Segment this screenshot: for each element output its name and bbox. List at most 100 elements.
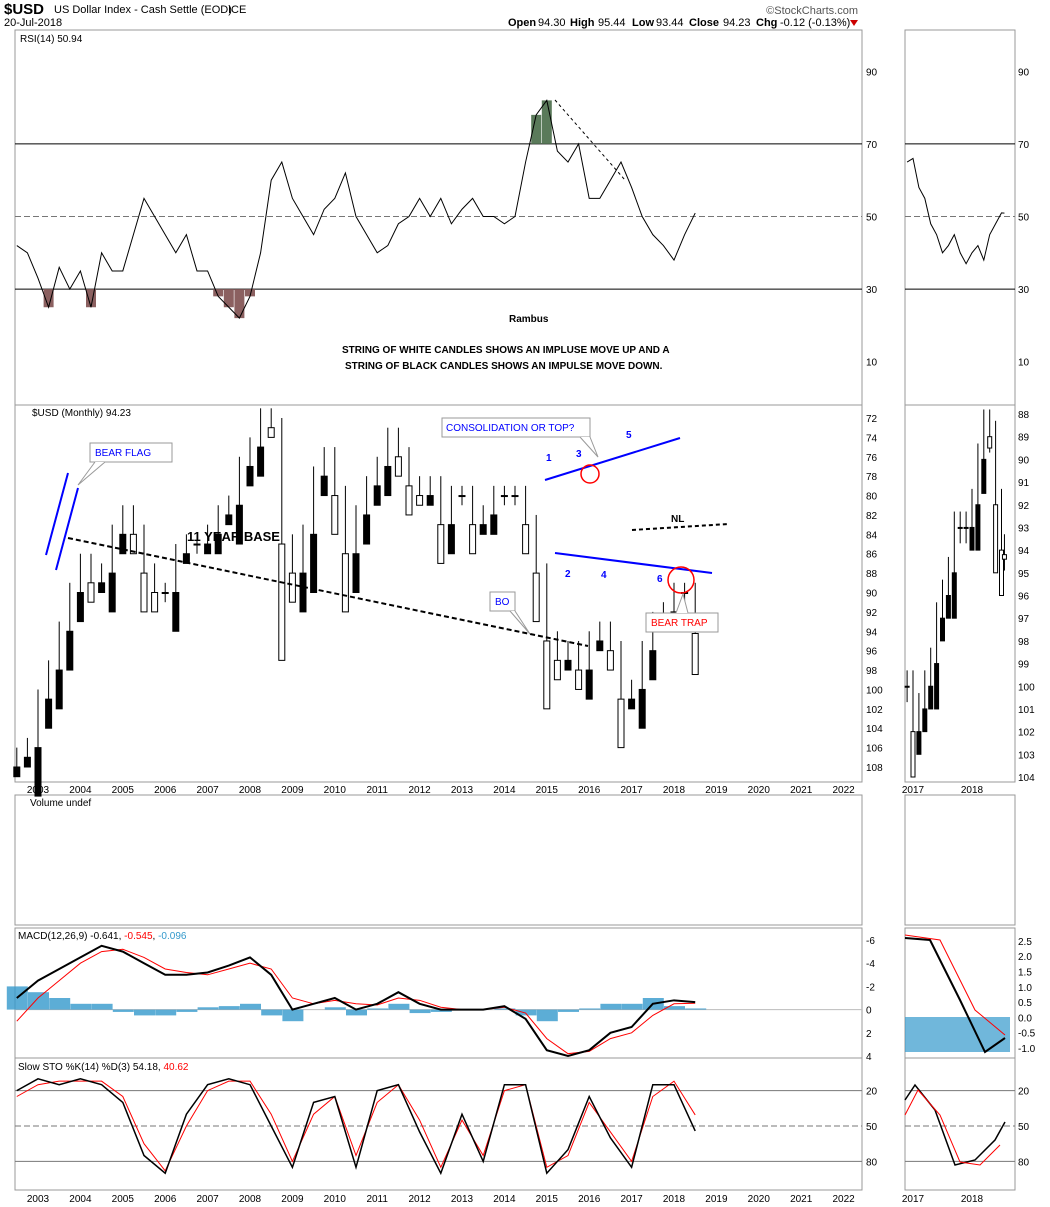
macd-histogram-bar [197, 1007, 219, 1010]
rsi-tick: 30 [866, 285, 878, 296]
mini-sto-tick: 20 [1018, 1087, 1030, 1098]
candle-body [628, 698, 636, 710]
instrument-name: US Dollar Index - Cash Settle (EOD) [54, 4, 232, 16]
macd-histogram-bar [49, 998, 71, 1010]
year-tick-bottom: 2007 [196, 1194, 219, 1205]
candle-body [267, 427, 275, 438]
macd-histogram-bar [70, 1003, 92, 1010]
mini-macd-tick: -0.5 [1018, 1029, 1036, 1040]
candle-body [352, 553, 360, 594]
year-tick-bottom: 2009 [281, 1194, 304, 1205]
bear-flag-line [45, 472, 69, 556]
neckline-label: NL [671, 514, 684, 525]
mini-year-tick-bottom: 2017 [902, 1194, 925, 1205]
price-tick: 82 [866, 511, 878, 522]
down-arrow-icon [850, 20, 858, 26]
mini-price-tick: 100 [1018, 682, 1035, 693]
note-line-1: STRING OF WHITE CANDLES SHOWS AN IMPLUSE… [342, 345, 670, 356]
mini-candle-body [910, 731, 916, 778]
candle-body [638, 688, 646, 729]
mini-candle-body [934, 663, 940, 710]
mini-year-tick: 2018 [961, 785, 984, 796]
mini-macd-tick: 2.5 [1018, 937, 1032, 948]
point-4: 4 [601, 570, 607, 581]
mini-macd-line [904, 937, 1006, 1054]
date: 20-Jul-2018 [4, 17, 62, 29]
candle-body [522, 524, 530, 555]
macd-histogram-bar [282, 1009, 304, 1022]
open-value: 94.30 [538, 17, 566, 29]
rsi-tick: 10 [866, 358, 878, 369]
sto-k-line [16, 1077, 696, 1176]
year-tick-bottom: 2013 [451, 1194, 474, 1205]
price-tick: 104 [866, 724, 883, 735]
macd-histogram-bar [155, 1009, 177, 1016]
macd-histogram-bar [494, 1008, 516, 1010]
chg-label: Chg [756, 17, 777, 29]
ohlc-readout: Open 94.30 High 95.44 Low 93.44 Close 94… [508, 17, 858, 29]
candle-body [490, 514, 498, 535]
year-tick-bottom: 2020 [748, 1194, 771, 1205]
macd-histogram-bar [558, 1009, 579, 1012]
panel-frame [14, 1057, 863, 1191]
candle-body [394, 456, 402, 477]
price-tick: 96 [866, 647, 878, 658]
rsi-tick: 50 [866, 213, 878, 224]
candle-body [119, 533, 127, 555]
year-tick: 2021 [790, 785, 813, 796]
open-label: Open [508, 17, 536, 29]
price-tick: 102 [866, 705, 883, 716]
candle-body [585, 669, 593, 700]
panel-frame [904, 404, 1016, 783]
price-title: $USD (Monthly) 94.23 [32, 408, 131, 419]
year-tick-bottom: 2012 [408, 1194, 431, 1205]
candle-body [214, 533, 222, 555]
panel-frame [904, 1057, 1016, 1191]
point-5: 5 [626, 430, 632, 441]
mini-price-tick: 96 [1018, 592, 1030, 603]
macd-histogram-bar [134, 1009, 155, 1016]
price-tick: 100 [866, 685, 883, 696]
candle-body [225, 514, 233, 526]
year-tick: 2011 [366, 785, 388, 796]
sto-tick: 50 [866, 1122, 878, 1133]
panel-frame [14, 927, 863, 1059]
mini-sto-tick: 80 [1018, 1157, 1030, 1168]
year-tick-bottom: 2015 [536, 1194, 559, 1205]
year-tick-bottom: 2003 [27, 1194, 50, 1205]
low-value: 93.44 [656, 17, 684, 29]
candle-body [469, 524, 477, 555]
point-3: 3 [576, 449, 582, 460]
candle-body [341, 553, 349, 613]
candle-body [564, 659, 572, 671]
bear-flag-callout: BEAR FLAG [77, 442, 173, 486]
point-6: 6 [657, 574, 663, 585]
candle-body [649, 650, 657, 681]
macd-value: -0.641 [90, 931, 119, 942]
candle-body [108, 572, 116, 613]
mini-price-tick: 97 [1018, 614, 1030, 625]
year-tick-bottom: 2008 [239, 1194, 262, 1205]
candle-body [447, 524, 455, 555]
mini-candle-body [999, 549, 1004, 596]
macd-histogram-bar [685, 1008, 707, 1010]
price-tick: 86 [866, 550, 878, 561]
mini-rsi-tick: 10 [1018, 358, 1030, 369]
mini-candle-body [940, 617, 945, 642]
candle-body [373, 485, 381, 506]
mini-rsi-tick: 70 [1018, 140, 1030, 151]
candle-body [437, 524, 445, 564]
macd-histogram-bar [515, 1009, 537, 1016]
base-label: 11 YEAR BASE [187, 529, 280, 544]
candle-body [416, 495, 424, 506]
mini-candle-body [928, 685, 934, 710]
year-tick: 2018 [663, 785, 686, 796]
bear-trap-circle [667, 566, 695, 594]
mini-macd-tick: 2.0 [1018, 952, 1032, 963]
hist-value: -0.096 [158, 931, 187, 942]
macd-histogram-bar [409, 1009, 431, 1014]
year-tick: 2022 [832, 785, 855, 796]
candle-body [500, 495, 508, 498]
year-tick-bottom: 2017 [620, 1194, 643, 1205]
